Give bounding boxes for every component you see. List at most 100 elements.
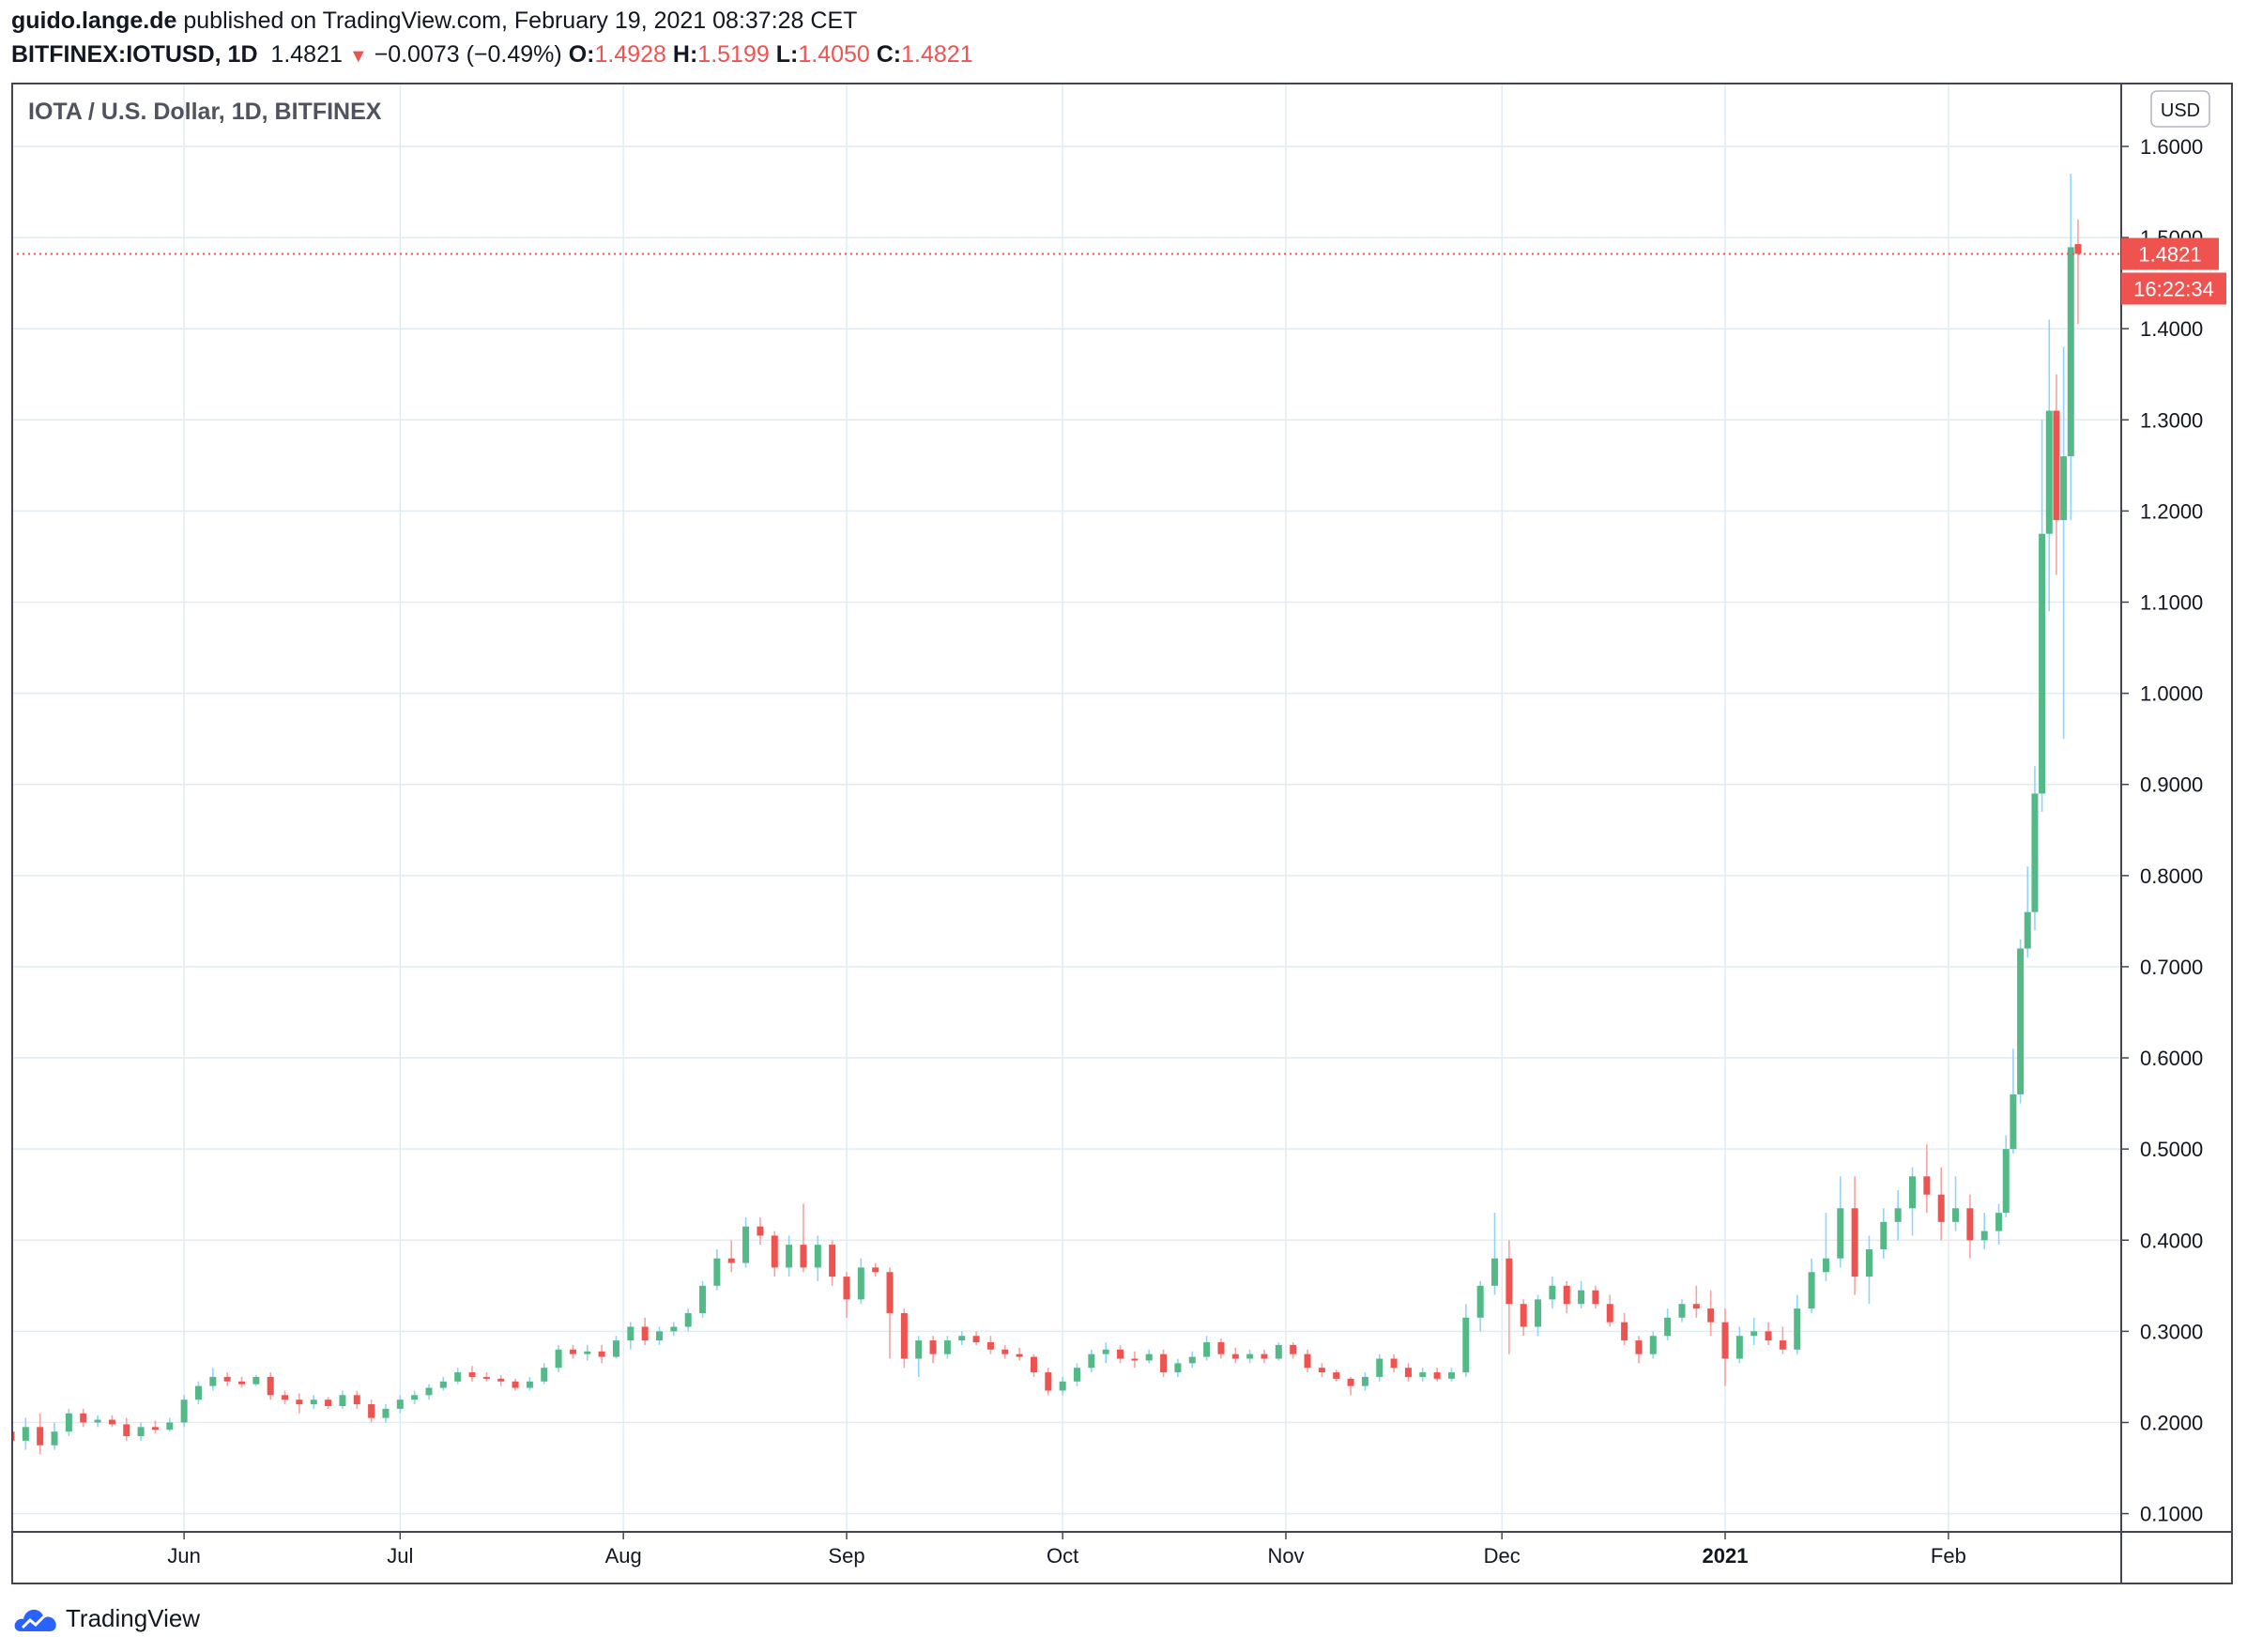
candle-up <box>2017 948 2025 1094</box>
close-value: 1.4821 <box>901 41 973 68</box>
candle-down <box>1333 1372 1340 1379</box>
candle-down <box>1923 1176 1931 1195</box>
candle-up <box>2031 793 2039 912</box>
chart-frame[interactable]: 0.1000 0.2000 0.3000 0.4000 0.5000 0.6000 0.70… <box>8 83 2233 1584</box>
author-name[interactable]: guido.lange.de <box>11 8 177 34</box>
x-tick-label: Dec <box>1484 1544 1521 1568</box>
candle-up <box>584 1351 591 1354</box>
chart-title: IOTA / U.S. Dollar, 1D, BITFINEX <box>28 99 382 125</box>
candle-down <box>238 1381 246 1384</box>
candle-up <box>713 1258 721 1286</box>
candle-down <box>468 1372 476 1377</box>
candles <box>8 174 2082 1455</box>
candle-up <box>1909 1176 1917 1209</box>
candle-up <box>1145 1354 1153 1361</box>
candle-up <box>958 1336 966 1341</box>
candle-up <box>742 1226 750 1263</box>
down-arrow-icon: ▼ <box>348 46 368 67</box>
open-value: 1.4928 <box>594 41 666 68</box>
x-tick-label: Aug <box>605 1544 642 1568</box>
candle-up <box>656 1331 664 1341</box>
candle-up <box>1535 1299 1542 1327</box>
candle-down <box>482 1376 490 1379</box>
candle-down <box>1433 1372 1441 1379</box>
brand-name[interactable]: TradingView <box>66 1603 201 1632</box>
candle-up <box>1246 1354 1254 1359</box>
candle-up <box>1462 1317 1470 1373</box>
candle-down <box>282 1395 289 1400</box>
candle-up <box>1649 1336 1657 1354</box>
open-label: O: <box>568 41 595 68</box>
candle-down <box>1520 1304 1527 1327</box>
candle-up <box>1735 1336 1743 1359</box>
y-tick-label: 1.3000 <box>2140 408 2203 432</box>
candle-up <box>1980 1231 1988 1241</box>
last-price-tag-label: 1.4821 <box>2138 242 2201 266</box>
candle-down <box>757 1226 764 1236</box>
candle-down <box>598 1351 605 1357</box>
candle-up <box>915 1340 923 1359</box>
candle-down <box>972 1336 980 1343</box>
time-axis[interactable]: Jun Jul Aug Sep Oct Nov Dec 2021 Feb <box>167 1532 1966 1568</box>
candle-up <box>814 1245 821 1268</box>
candle-up <box>526 1381 533 1388</box>
candle-down <box>1001 1349 1009 1354</box>
candle-up <box>627 1326 634 1341</box>
candle-up <box>339 1395 346 1406</box>
candle-up <box>943 1340 951 1354</box>
candle-down <box>123 1424 130 1437</box>
y-tick-label: 1.1000 <box>2140 591 2203 615</box>
currency-button[interactable] <box>2150 90 2210 128</box>
x-tick-label: Nov <box>1267 1544 1304 1568</box>
candle-up <box>684 1312 692 1327</box>
candle-down <box>1318 1368 1325 1373</box>
y-tick-label: 1.4000 <box>2140 317 2203 341</box>
candle-down <box>1117 1349 1124 1359</box>
countdown-tag-label: 16:22:34 <box>2133 277 2214 300</box>
footer: TradingView <box>13 1603 200 1633</box>
x-tick-label: Jul <box>387 1544 413 1568</box>
x-tick-label: Feb <box>1931 1544 1966 1568</box>
candle-down <box>1304 1354 1311 1369</box>
price-chart[interactable]: 0.1000 0.2000 0.3000 0.4000 0.5000 0.6000 0.70… <box>8 83 2233 1584</box>
candle-down <box>37 1427 44 1446</box>
candle-up <box>670 1326 678 1332</box>
candle-up <box>1808 1272 1815 1309</box>
low-label: L: <box>775 41 799 68</box>
price-change: −0.0073 (−0.49%) <box>374 41 562 68</box>
candle-up <box>22 1427 29 1441</box>
candle-down <box>1937 1194 1945 1222</box>
y-tick-label: 0.2000 <box>2140 1411 2203 1434</box>
candle-down <box>569 1349 576 1354</box>
candle-up <box>425 1387 433 1396</box>
currency-button-label[interactable]: USD <box>2161 100 2200 121</box>
candle-up <box>137 1427 145 1437</box>
candle-down <box>1016 1354 1023 1357</box>
candle-up <box>1275 1344 1282 1359</box>
candle-down <box>900 1312 908 1359</box>
candle-up <box>2010 1094 2017 1150</box>
candle-down <box>497 1378 505 1382</box>
candle-up <box>51 1431 58 1446</box>
candle-up <box>1995 1213 2003 1231</box>
high-value: 1.5199 <box>697 41 770 68</box>
candle-up <box>1549 1285 1556 1300</box>
price-axis[interactable]: 0.1000 0.2000 0.3000 0.4000 0.5000 0.6000 0.70… <box>2121 135 2203 1526</box>
candle-down <box>986 1342 994 1350</box>
y-tick-label: 0.6000 <box>2140 1047 2203 1070</box>
candle-up <box>1059 1381 1066 1391</box>
candle-down <box>1261 1354 1268 1359</box>
last-price-tag <box>2121 237 2219 270</box>
candle-down <box>1030 1356 1037 1373</box>
plot-border <box>11 83 2233 1584</box>
countdown-tag <box>2121 272 2226 305</box>
candle-up <box>2045 410 2053 534</box>
y-tick-label: 0.4000 <box>2140 1229 2203 1252</box>
candle-down <box>800 1245 807 1268</box>
publish-info: guido.lange.de published on TradingView.… <box>11 8 857 35</box>
candle-up <box>194 1385 202 1400</box>
candle-down <box>1779 1340 1786 1350</box>
tradingview-cloud-icon <box>14 1609 56 1631</box>
candle-up <box>555 1349 562 1369</box>
candle-up <box>1203 1342 1211 1357</box>
